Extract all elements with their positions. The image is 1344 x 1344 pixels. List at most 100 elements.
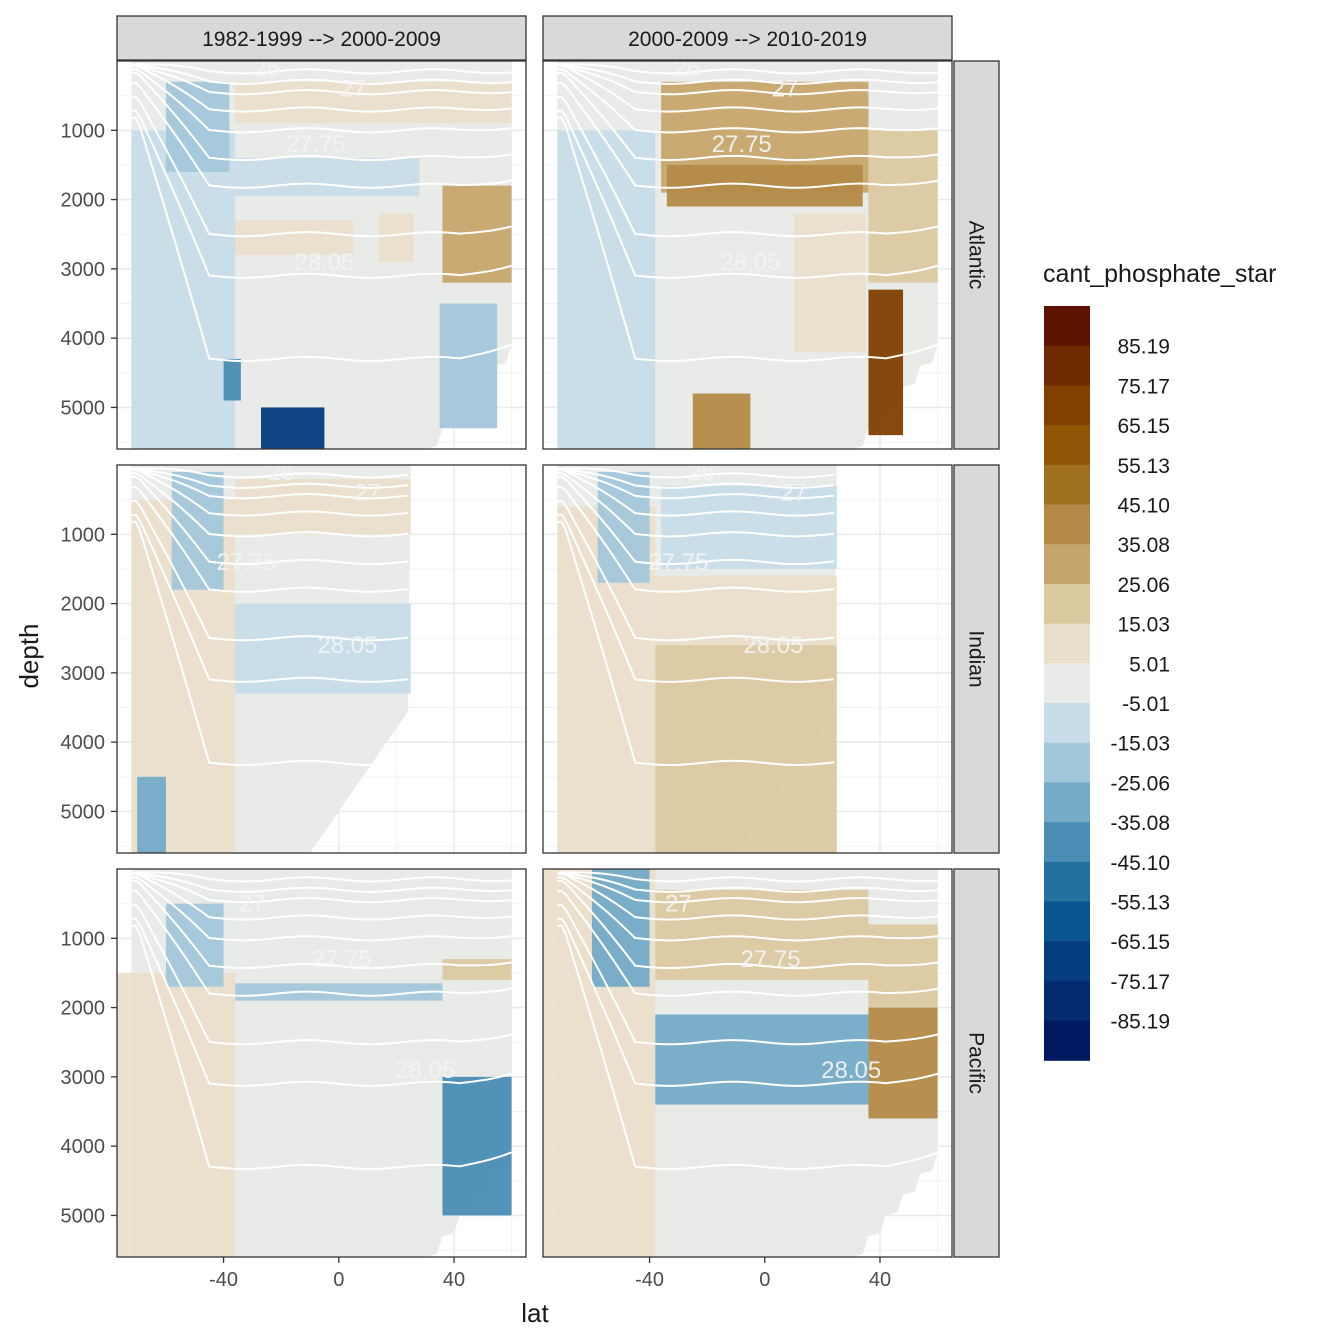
- panel-atlantic-2: 26 27 27.75 28.05: [542, 60, 953, 450]
- panel-indian-1: 26 27 27.75 28.05: [116, 464, 527, 854]
- isopycnal-line-8: [131, 499, 409, 642]
- contour-region-1: [557, 130, 656, 449]
- panel-border: [116, 464, 527, 854]
- legend-label-3: 65.15: [1117, 415, 1170, 438]
- panel-atlantic-1: 26 27 27.75 28.05: [116, 55, 527, 450]
- contour-region-3: [442, 959, 512, 980]
- legend-swatch-18: [1044, 980, 1090, 1022]
- contour-label-27: 27: [772, 76, 799, 103]
- contour-label-27: 27: [780, 480, 807, 507]
- contour-label-26: 26: [253, 55, 280, 82]
- y-axis-atlantic: 1000 2000 3000 4000 5000: [61, 120, 117, 419]
- contour-label-28-05: 28.05: [294, 249, 354, 276]
- contour-region-4: [137, 776, 166, 853]
- facet-panels: 26 27 27.75 28.05 26 27 27.75 28.05 26 27 27.75 28.…: [116, 55, 953, 1258]
- panel-indian-2: 26 27 27.75 28.05: [542, 464, 953, 854]
- contour-label-28-05: 28.05: [720, 249, 780, 276]
- column-strip-label: 1982-1999 --> 2000-2009: [202, 28, 441, 51]
- contour-label-28-05: 28.05: [317, 632, 377, 659]
- legend-swatch-16: [1044, 901, 1090, 942]
- isopycnal-lines: [557, 63, 938, 363]
- legend-swatch-1: [1044, 306, 1090, 347]
- column-strip-1: 1982-1999 --> 2000-2009: [116, 15, 527, 61]
- isopycnal-line-10: [557, 520, 835, 767]
- legend-label-2: 75.17: [1117, 375, 1170, 398]
- isopycnal-line-4: [131, 872, 512, 921]
- isopycnal-line-3: [557, 872, 938, 904]
- isopycnal-line-4: [557, 468, 835, 517]
- legend-colorbar: [1044, 306, 1090, 1061]
- x-tick-label: 0: [333, 1269, 344, 1291]
- contour-region-2: [165, 81, 230, 172]
- y-axis-pacific: 1000 2000 3000 4000 5000: [61, 928, 117, 1227]
- x-tick-label: 40: [443, 1269, 465, 1291]
- isopycnal-line-7: [131, 890, 512, 997]
- panel-border: [542, 60, 953, 450]
- contour-region-6: [442, 185, 512, 283]
- contour-label-27-75: 27.75: [286, 131, 346, 158]
- color-legend: cant_phosphate_star 85.19 75.17 65.15 55.13…: [1043, 260, 1277, 1061]
- y-tick-label: 4000: [61, 328, 106, 350]
- isopycnal-line-5: [131, 472, 409, 538]
- isopycnal-line-1: [557, 871, 938, 883]
- legend-label-6: 35.08: [1117, 534, 1170, 557]
- panel-pacific-1: 27 27.75 28.05: [116, 868, 527, 1258]
- isopycnal-line-2: [131, 64, 512, 85]
- panel-border: [542, 464, 953, 854]
- isopycnal-line-3: [557, 468, 835, 500]
- row-strip-label: Atlantic: [965, 221, 988, 290]
- contour-region-4: [235, 220, 354, 255]
- legend-swatch-3: [1044, 385, 1090, 426]
- column-strip-box: [116, 15, 527, 61]
- isopycnal-line-1: [557, 467, 835, 479]
- isopycnal-line-9: [131, 513, 409, 683]
- legend-label-14: -45.10: [1110, 852, 1170, 875]
- isopycnal-line-9: [131, 917, 512, 1087]
- isopycnal-lines: [131, 467, 409, 767]
- row-strip-pacific: Pacific: [953, 868, 1000, 1258]
- isopycnal-line-5: [131, 876, 512, 942]
- contour-label-28-05: 28.05: [821, 1057, 881, 1084]
- isopycnal-line-5: [557, 68, 938, 134]
- isopycnal-line-6: [557, 475, 835, 566]
- legend-title: cant_phosphate_star: [1043, 260, 1277, 288]
- y-tick-label: 4000: [61, 1136, 106, 1158]
- legend-label-15: -55.13: [1110, 892, 1170, 915]
- isopycnal-line-3: [131, 64, 512, 96]
- isopycnal-line-2: [557, 468, 835, 489]
- row-strip-atlantic: Atlantic: [953, 60, 1000, 450]
- contour-region-4: [661, 485, 837, 569]
- legend-swatch-11: [1044, 703, 1090, 744]
- isopycnal-line-8: [557, 499, 835, 642]
- legend-labels: 85.19 75.17 65.15 55.13 45.10 35.08 25.06 15.03…: [1110, 336, 1170, 1034]
- contour-label-27-75: 27.75: [648, 549, 708, 576]
- legend-swatch-15: [1044, 861, 1090, 902]
- y-tick-label: 4000: [61, 732, 106, 754]
- y-tick-label: 3000: [61, 663, 106, 685]
- contour-region-1: [131, 130, 236, 449]
- x-axis-1: -40 0 40: [209, 1257, 465, 1291]
- legend-swatch-4: [1044, 425, 1090, 466]
- contour-label-27: 27: [239, 891, 266, 918]
- y-tick-label: 2000: [61, 998, 106, 1020]
- y-tick-label: 3000: [61, 1067, 106, 1089]
- isopycnal-line-2: [131, 872, 512, 893]
- panel-border: [116, 60, 527, 450]
- legend-swatch-10: [1044, 663, 1090, 704]
- facet-strips: 1982-1999 --> 2000-2009 2000-2009 --> 201…: [116, 15, 1000, 1258]
- contour-label-27-75: 27.75: [712, 131, 772, 158]
- contour-label-27-75: 27.75: [741, 946, 801, 973]
- contour-label-27: 27: [340, 76, 367, 103]
- isopycnal-line-1: [131, 63, 512, 75]
- legend-label-7: 25.06: [1117, 574, 1170, 597]
- isopycnal-line-7: [557, 486, 835, 593]
- legend-label-10: -5.01: [1122, 693, 1170, 716]
- isopycnal-line-5: [131, 68, 512, 134]
- isopycnal-line-7: [557, 890, 938, 997]
- panel-border: [116, 868, 527, 1258]
- legend-label-5: 45.10: [1117, 495, 1170, 518]
- contour-region-5: [868, 289, 904, 436]
- y-tick-label: 1000: [61, 120, 106, 142]
- y-tick-label: 3000: [61, 259, 106, 281]
- contour-region-3: [655, 1014, 869, 1105]
